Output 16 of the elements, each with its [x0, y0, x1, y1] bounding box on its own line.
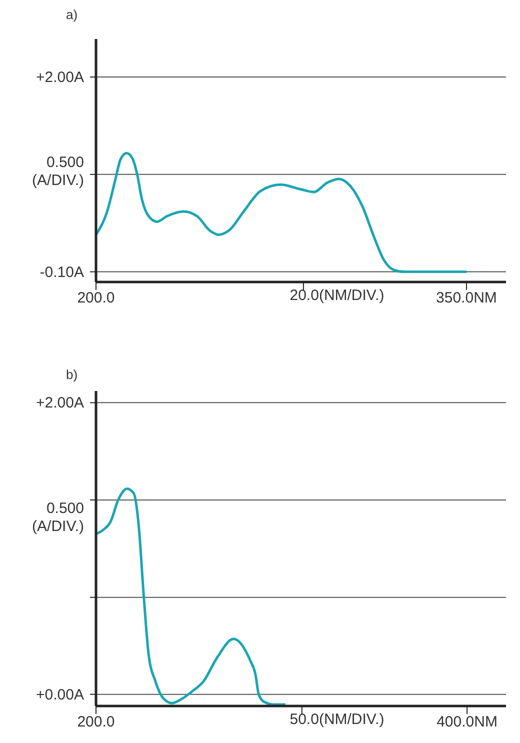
- y-tick-label: +2.00A: [36, 68, 84, 86]
- y-tick-label: -0.10A: [40, 263, 84, 280]
- x-tick-label: 200.0: [77, 290, 115, 307]
- y-axis-title: 0.500 (A/DIV.): [31, 500, 84, 536]
- y-tick-label: +2.00A: [36, 394, 84, 412]
- line-series: [96, 487, 287, 706]
- y-axis-title: 0.500 (A/DIV.): [31, 154, 84, 190]
- chart-title: b): [65, 366, 79, 384]
- line-series: [96, 152, 468, 274]
- x-axis-title: 50.0(NM/DIV.): [288, 711, 386, 729]
- y-tick-label: +0.00A: [36, 686, 84, 703]
- x-tick-label: 350.0NM: [436, 290, 497, 307]
- x-tick-label: 400.0NM: [436, 714, 498, 731]
- x-tick-label: 200.0: [77, 714, 115, 731]
- chart-title: a): [65, 6, 79, 24]
- x-axis-title: 20.0(NM/DIV.): [288, 287, 386, 305]
